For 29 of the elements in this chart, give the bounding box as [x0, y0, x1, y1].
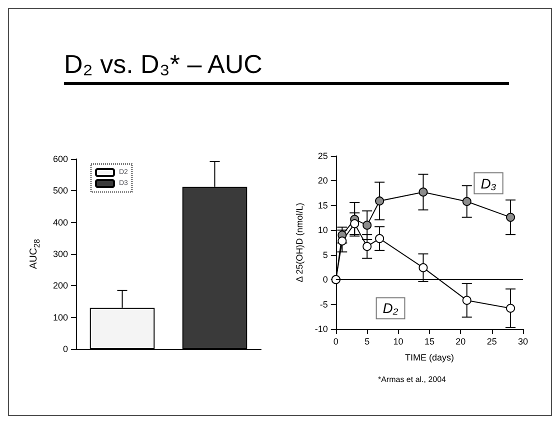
x-tick-label: 15: [424, 336, 434, 346]
y-tick-label: 200: [52, 280, 68, 291]
y-tick-label: 10: [318, 225, 328, 236]
y-tick-label: -5: [320, 299, 328, 310]
x-tick-label: 25: [486, 336, 497, 346]
x-axis-title: TIME (days): [404, 352, 454, 362]
y-tick-label: 500: [52, 186, 68, 196]
y-tick-label: 0: [322, 274, 328, 285]
y-tick-label: 400: [52, 217, 68, 228]
x-tick-label: 5: [364, 336, 370, 346]
series-label: D₃: [480, 175, 497, 192]
y-tick-label: 600: [52, 154, 68, 164]
y-tick-label: 15: [318, 200, 328, 210]
x-tick-label: 10: [393, 336, 404, 346]
y-tick-label: -10: [314, 324, 328, 334]
y-tick-label: 0: [62, 344, 68, 354]
x-tick-label: 30: [518, 336, 528, 346]
text: D₂: [382, 300, 399, 316]
chart-title: D₂ vs. D₃* – AUC: [64, 49, 509, 85]
y-tick-label: 5: [322, 250, 328, 260]
text: *Armas et al., 2004: [376, 375, 448, 384]
y-axis-title: AUC28: [28, 238, 42, 270]
x-tick-label: 20: [456, 336, 466, 346]
y-tick-label: 20: [318, 176, 328, 186]
x-tick-label: 0: [333, 336, 338, 346]
y-axis-title: Δ 25(OH)D (nmol/L): [294, 202, 304, 282]
y-tick-label: 25: [318, 151, 328, 161]
y-tick-label: 300: [52, 249, 68, 259]
y-tick-label: 100: [52, 312, 68, 322]
